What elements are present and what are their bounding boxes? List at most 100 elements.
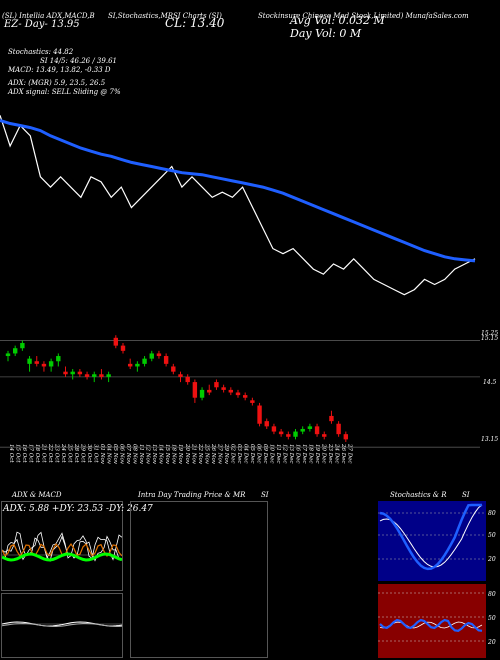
macd-signal-line	[2, 622, 122, 627]
candle-body	[314, 426, 320, 435]
candle-body	[12, 348, 18, 354]
adx-panel	[1, 501, 123, 591]
candle-body	[99, 374, 104, 377]
date-tick-label: 24 Oct	[60, 443, 66, 463]
candle-body	[235, 392, 241, 396]
rsi-line	[379, 618, 483, 632]
date-tick-label: 27 Nov	[216, 443, 222, 465]
date-tick-label: 01 Nov	[99, 444, 105, 465]
candle-body	[192, 382, 198, 398]
date-tick-label: 28 Oct	[73, 443, 79, 463]
price-label-2: 15.15	[481, 335, 499, 342]
date-tick-label: 07 Nov	[125, 444, 131, 465]
si-value: SI 14/5: 46.26 / 39.61	[40, 57, 117, 65]
candle-body	[56, 356, 61, 362]
candle-body	[142, 358, 147, 364]
date-tick-label: 09 Dec	[262, 444, 268, 464]
candle-body	[84, 374, 90, 377]
date-tick-label: 22 Nov	[197, 443, 203, 465]
date-tick-label: 11 Dec	[275, 444, 281, 464]
stochastics-value: Stochastics: 44.82	[8, 48, 74, 56]
stoch-title: Stochastics & R	[390, 491, 447, 499]
date-tick-label: 24 Dec	[333, 443, 339, 464]
macd-panel	[1, 593, 123, 658]
adx-macd-title: ADX & MACD	[12, 491, 62, 499]
stochastics-chart	[378, 501, 486, 581]
candle-body	[41, 363, 47, 367]
candle-body	[48, 361, 54, 367]
candle-body	[92, 374, 97, 377]
candle-body	[27, 358, 32, 364]
date-tick-label: 05 Nov	[112, 444, 118, 465]
candle-body	[329, 415, 334, 422]
candle-body	[120, 345, 126, 351]
date-tick-label: 20 Nov	[184, 443, 190, 465]
date-tick-label: 04 Dec	[242, 444, 248, 464]
candle-body	[185, 376, 190, 383]
date-tick-label: 27 Dec	[346, 443, 352, 464]
candle-body	[149, 353, 154, 359]
adx-values: ADX: 5.88 +DY: 23.53 -DY: 26.47	[3, 504, 153, 514]
date-tick-label: 15 Oct	[15, 444, 21, 463]
date-tick-label: 04 Nov	[106, 444, 112, 465]
date-tick-label: 06 Dec	[255, 444, 261, 464]
candle-body	[113, 337, 119, 346]
adx-chart	[2, 531, 122, 562]
indicators-line: SI,Stochastics,MR	[108, 12, 174, 20]
symbol-line: (SL) Intellia ADX,MACD,B	[2, 12, 95, 20]
date-tick-label: 18 Dec	[307, 444, 313, 464]
date-tick-label: 08 Nov	[132, 444, 138, 465]
date-tick-label: 06 Nov	[119, 444, 125, 465]
date-tick-label: 29 Nov	[223, 443, 229, 465]
stoch-level-50: 50	[488, 532, 496, 539]
candle-body	[343, 434, 349, 440]
date-tick-label: 03 Dec	[236, 444, 242, 464]
candle-body	[156, 353, 162, 357]
stoch-level-80: 80	[488, 510, 496, 517]
candle-body	[322, 434, 327, 437]
candle-body	[286, 434, 291, 437]
date-tick-label: 23 Dec	[327, 443, 333, 464]
rsi-level-50: 50	[488, 615, 496, 622]
candle-body	[207, 389, 212, 393]
candle-body	[300, 428, 305, 432]
candle-body	[171, 366, 176, 372]
price-label-4: 13.15	[481, 436, 499, 443]
date-tick-label: 25 Nov	[203, 443, 209, 465]
date-tick-label: 21 Nov	[190, 443, 196, 465]
price-line-chart	[0, 115, 476, 296]
candle-body	[242, 395, 248, 398]
candlestick-chart	[0, 335, 480, 448]
adx-value: ADX: (MGR) 5.9, 23.5, 26.5	[8, 79, 106, 87]
rsi-level-80: 80	[488, 591, 496, 598]
date-tick-label: 17 Oct	[28, 444, 34, 463]
candle-body	[278, 431, 284, 435]
day-volume: Day Vol: 0 M	[290, 27, 362, 40]
date-tick-label: 15 Nov	[164, 444, 170, 465]
date-tick-label: 19 Nov	[177, 444, 183, 465]
intraday-si: SI	[261, 491, 269, 499]
date-tick-label: 25 Oct	[67, 443, 73, 463]
close-price: CL: 13.40	[165, 16, 225, 30]
candle-body	[163, 356, 169, 364]
date-tick-label: 10 Dec	[268, 444, 274, 464]
stoch-d-line	[379, 504, 483, 568]
adx-line	[2, 552, 122, 562]
candle-body	[199, 389, 205, 398]
candle-body	[214, 382, 219, 388]
candle-body	[221, 387, 226, 390]
date-tick-label: 12 Nov	[145, 444, 151, 465]
candle-body	[135, 363, 140, 367]
date-tick-label: 02 Dec	[229, 444, 235, 464]
date-tick-label: 05 Dec	[249, 444, 255, 464]
date-tick-label: 11 Nov	[138, 444, 144, 465]
date-tick-label: 14 Nov	[158, 444, 164, 465]
date-tick-label: 26 Dec	[340, 443, 346, 464]
date-tick-label: 14 Oct	[8, 444, 14, 463]
stoch-si: SI	[462, 491, 470, 499]
candle-body	[293, 431, 298, 437]
date-tick-label: 21 Oct	[41, 443, 47, 463]
avg-volume: Avg Vol: 0.032 M	[290, 14, 385, 27]
candle-body	[20, 343, 25, 349]
chart-line: SI Charts (SI)	[173, 12, 222, 20]
